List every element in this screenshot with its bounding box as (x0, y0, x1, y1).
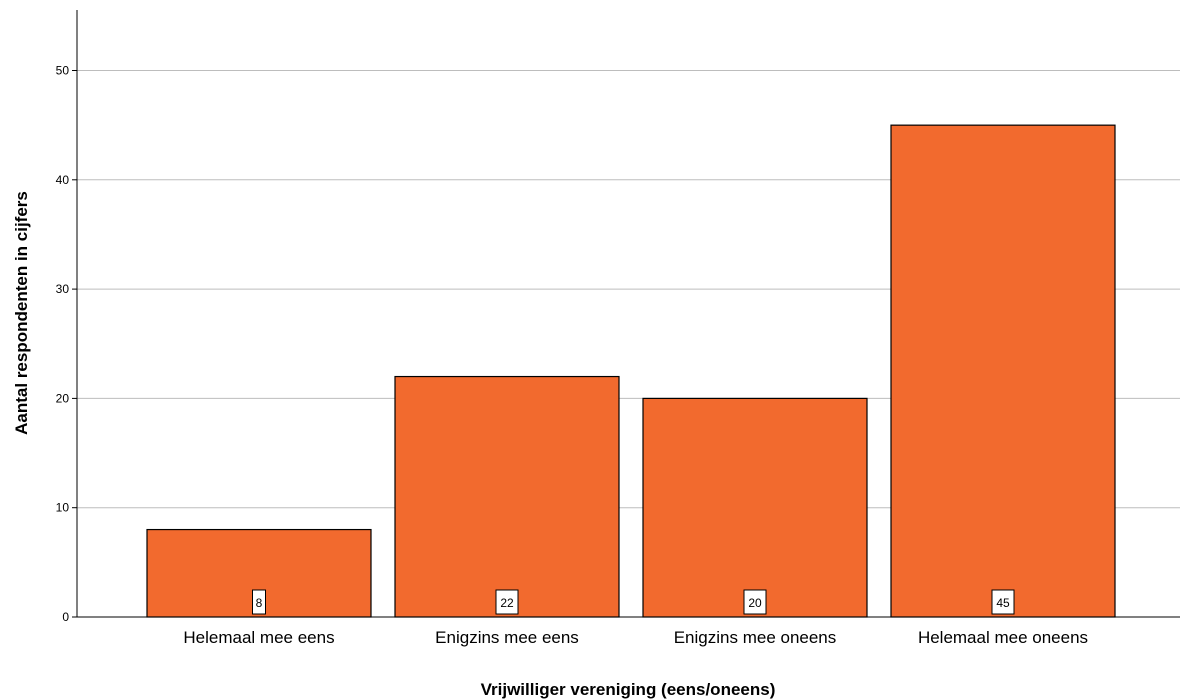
y-tick-label: 40 (56, 173, 70, 187)
data-label-box (252, 589, 266, 615)
x-tick-label: Helemaal mee oneens (918, 628, 1088, 647)
data-label-box (743, 589, 767, 615)
y-tick-label: 30 (56, 282, 70, 296)
y-tick-label: 0 (62, 610, 69, 624)
data-label: 20 (748, 596, 762, 610)
x-tick-label: Helemaal mee eens (183, 628, 334, 647)
y-axis-title: Aantal respondenten in cijfers (12, 191, 31, 435)
y-tick-label: 10 (56, 501, 70, 515)
x-tick-label: Enigzins mee oneens (674, 628, 837, 647)
data-label-box (991, 589, 1015, 615)
axes (76, 10, 1180, 618)
data-label-box (495, 589, 519, 615)
data-labels: 8 22 20 45 (252, 589, 1015, 615)
bar (394, 375, 620, 618)
y-tick-labels: 0 10 20 30 40 50 (56, 64, 77, 624)
bar (642, 397, 868, 618)
data-label: 45 (996, 596, 1010, 610)
data-label: 22 (500, 596, 514, 610)
x-tick-labels: Helemaal mee eens Enigzins mee eens Enigzi… (183, 628, 1088, 647)
x-axis-title: Vrijwilliger vereniging (eens/oneens) (481, 680, 776, 699)
data-label: 8 (256, 596, 263, 610)
y-tick-label: 50 (56, 64, 70, 78)
x-tick-label: Enigzins mee eens (435, 628, 579, 647)
bar (890, 124, 1116, 618)
y-tick-label: 20 (56, 391, 70, 405)
bars (146, 124, 1116, 618)
